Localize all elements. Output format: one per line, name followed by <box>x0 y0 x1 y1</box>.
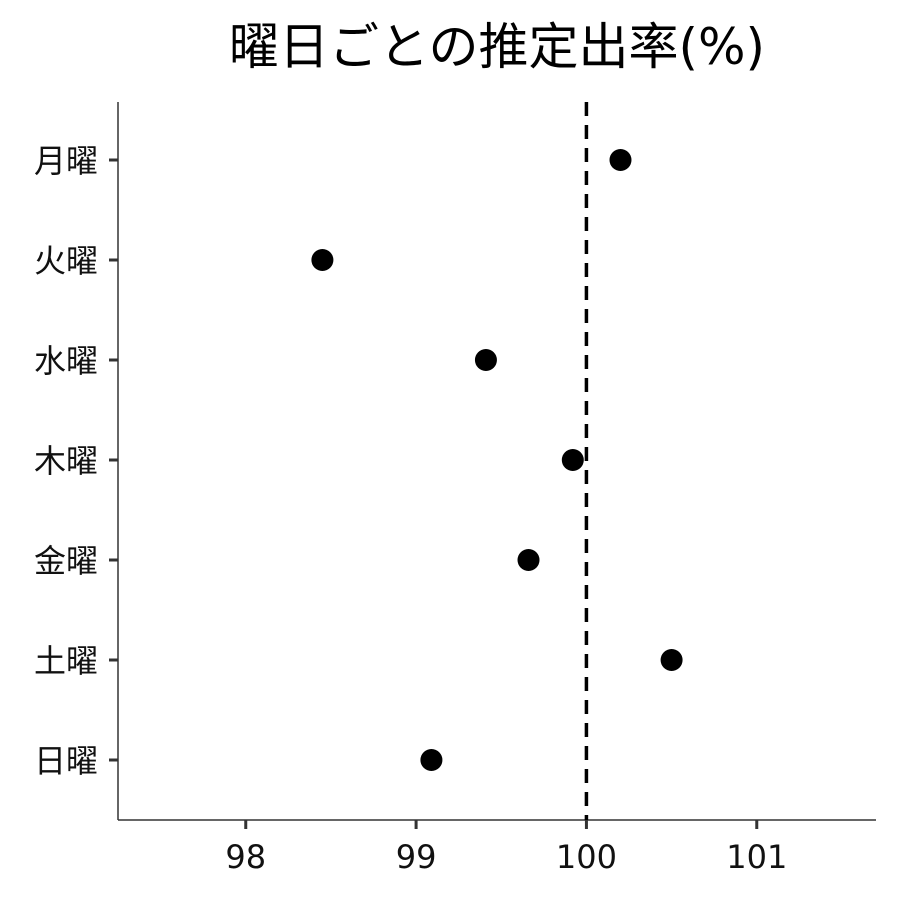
y-tick-label: 火曜 <box>34 242 98 280</box>
x-tick-label: 101 <box>726 838 787 876</box>
y-tick-label: 土曜 <box>34 642 98 680</box>
y-tick-label: 水曜 <box>34 342 98 380</box>
y-tick-label: 日曜 <box>34 742 98 780</box>
y-tick-label: 金曜 <box>34 542 98 580</box>
data-point <box>609 149 632 171</box>
x-tick-label: 100 <box>556 838 617 876</box>
x-tick-label: 98 <box>225 838 266 876</box>
data-point <box>474 349 497 371</box>
chart-title: 曜日ごとの推定出率(%) <box>229 18 765 76</box>
x-tick-label: 99 <box>396 838 437 876</box>
data-point <box>660 649 683 671</box>
data-point <box>311 249 334 271</box>
y-tick-label: 木曜 <box>34 442 98 480</box>
data-point <box>561 449 584 471</box>
data-point <box>517 549 540 571</box>
y-tick-label: 月曜 <box>34 142 98 180</box>
data-point <box>420 749 443 771</box>
